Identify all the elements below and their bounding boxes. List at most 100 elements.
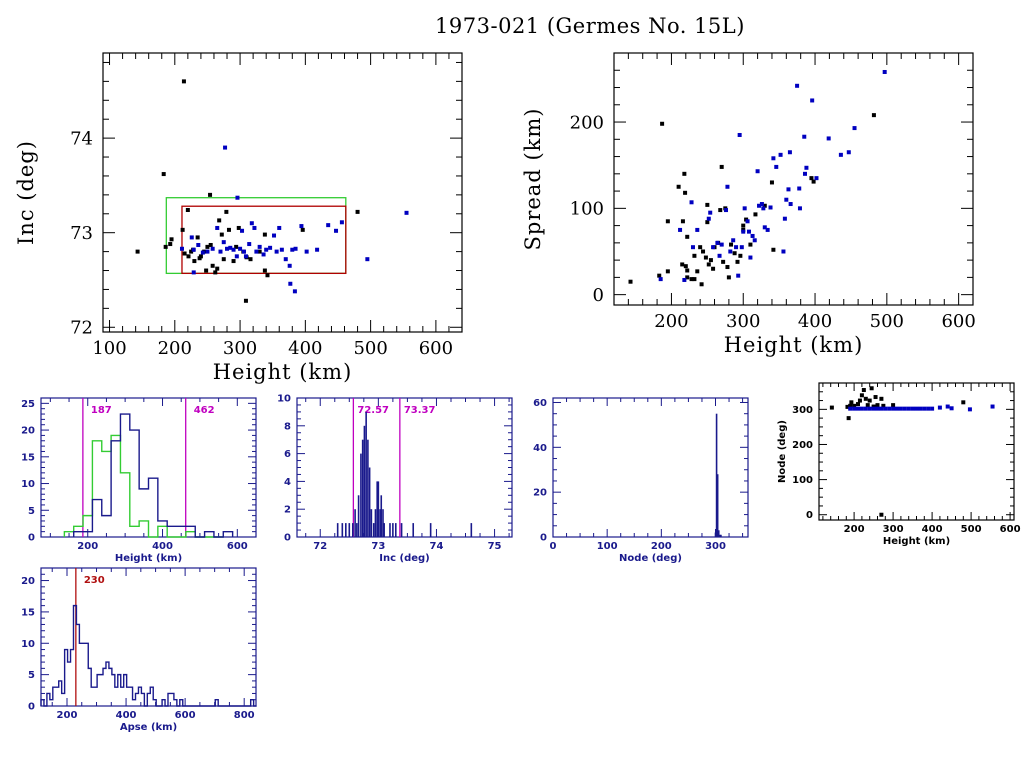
x-axis-label: Height (km) bbox=[883, 536, 950, 547]
data-point bbox=[234, 244, 239, 249]
chart-apse-histogram: 200 400 600 800 0 5 10 15 20 Apse (km) 230 bbox=[21, 567, 257, 733]
data-point bbox=[967, 407, 972, 412]
data-point bbox=[753, 212, 758, 217]
x-tick-label: 100 bbox=[597, 541, 618, 552]
data-point bbox=[848, 406, 853, 411]
data-point bbox=[797, 186, 802, 191]
data-point bbox=[210, 246, 215, 251]
data-point bbox=[299, 224, 304, 229]
data-point bbox=[701, 249, 706, 254]
data-point bbox=[272, 233, 277, 238]
data-point bbox=[708, 210, 713, 215]
y-tick-label: 4 bbox=[284, 477, 291, 488]
x-tick-label: 73 bbox=[371, 541, 385, 552]
data-point bbox=[680, 219, 685, 224]
data-point bbox=[787, 150, 792, 155]
x-axis-label: Height (km) bbox=[724, 333, 864, 357]
x-tick-label: 600 bbox=[941, 311, 975, 332]
reference-line-label: 72.57 bbox=[357, 405, 389, 416]
data-point bbox=[715, 240, 720, 245]
data-point bbox=[300, 227, 305, 232]
data-point bbox=[891, 406, 896, 411]
data-point bbox=[898, 406, 903, 411]
data-point bbox=[735, 259, 740, 264]
x-tick-label: 200 bbox=[57, 710, 78, 721]
histogram-green bbox=[63, 434, 224, 538]
data-point bbox=[781, 249, 786, 254]
x-tick-label: 400 bbox=[116, 710, 137, 721]
y-tick-label: 74 bbox=[70, 128, 93, 149]
data-point bbox=[695, 269, 700, 274]
x-axis-label: Inc (deg) bbox=[379, 553, 430, 564]
y-axis-label: Node (deg) bbox=[777, 420, 788, 483]
y-tick-label: 72 bbox=[70, 318, 93, 339]
reference-line-label: 73.37 bbox=[404, 405, 436, 416]
x-tick-label: 800 bbox=[234, 710, 255, 721]
data-point bbox=[698, 245, 703, 250]
data-point bbox=[761, 206, 766, 211]
data-point bbox=[719, 164, 724, 169]
data-point bbox=[926, 406, 931, 411]
data-point bbox=[231, 247, 236, 252]
data-point bbox=[685, 268, 690, 273]
data-point bbox=[738, 253, 743, 258]
data-point bbox=[182, 251, 187, 256]
data-point bbox=[326, 223, 331, 228]
data-point bbox=[262, 268, 267, 273]
data-point bbox=[283, 257, 288, 262]
y-tick-label: 6 bbox=[284, 449, 291, 460]
data-point bbox=[204, 268, 209, 273]
data-point bbox=[748, 242, 753, 247]
y-tick-label: 100 bbox=[570, 199, 604, 220]
y-tick-label: 2 bbox=[284, 505, 291, 516]
data-point bbox=[240, 228, 245, 233]
data-point bbox=[660, 121, 665, 126]
y-tick-label: 5 bbox=[28, 670, 35, 681]
data-point bbox=[277, 225, 282, 230]
data-point bbox=[797, 206, 802, 211]
y-tick-label: 0 bbox=[28, 533, 35, 544]
data-point bbox=[859, 393, 864, 398]
data-point bbox=[725, 184, 730, 189]
x-tick-label: 400 bbox=[798, 311, 832, 332]
data-point bbox=[879, 396, 884, 401]
x-axis-label: Apse (km) bbox=[120, 722, 177, 733]
x-tick-label: 600 bbox=[175, 710, 196, 721]
y-tick-label: 60 bbox=[533, 398, 547, 409]
data-point bbox=[918, 406, 923, 411]
data-point bbox=[769, 180, 774, 185]
reference-line-label: 187 bbox=[91, 405, 112, 416]
data-point bbox=[304, 249, 309, 254]
data-point bbox=[879, 406, 884, 411]
data-point bbox=[287, 263, 292, 268]
data-point bbox=[732, 251, 737, 256]
data-point bbox=[774, 164, 779, 169]
data-point bbox=[236, 225, 241, 230]
data-point bbox=[741, 229, 746, 234]
data-point bbox=[200, 250, 205, 255]
data-point bbox=[802, 171, 807, 176]
data-point bbox=[196, 242, 201, 247]
y-tick-label: 200 bbox=[570, 112, 604, 133]
x-tick-label: 75 bbox=[488, 541, 502, 552]
data-point bbox=[755, 169, 760, 174]
red-box bbox=[181, 205, 347, 275]
y-tick-label: 15 bbox=[21, 607, 35, 618]
data-point bbox=[757, 203, 762, 208]
x-tick-label: 500 bbox=[353, 338, 387, 359]
y-tick-label: 5 bbox=[28, 506, 35, 517]
data-point bbox=[689, 200, 694, 205]
data-point bbox=[234, 254, 239, 259]
data-point bbox=[186, 254, 191, 259]
x-tick-label: 300 bbox=[705, 541, 726, 552]
y-tick-label: 10 bbox=[277, 394, 291, 405]
data-point bbox=[811, 179, 816, 184]
data-point bbox=[759, 202, 764, 207]
data-point bbox=[746, 229, 751, 234]
data-point bbox=[692, 277, 697, 282]
x-tick-label: 200 bbox=[158, 338, 192, 359]
data-point bbox=[875, 406, 880, 411]
data-point bbox=[249, 221, 254, 226]
data-point bbox=[290, 247, 295, 252]
data-point bbox=[208, 192, 213, 197]
